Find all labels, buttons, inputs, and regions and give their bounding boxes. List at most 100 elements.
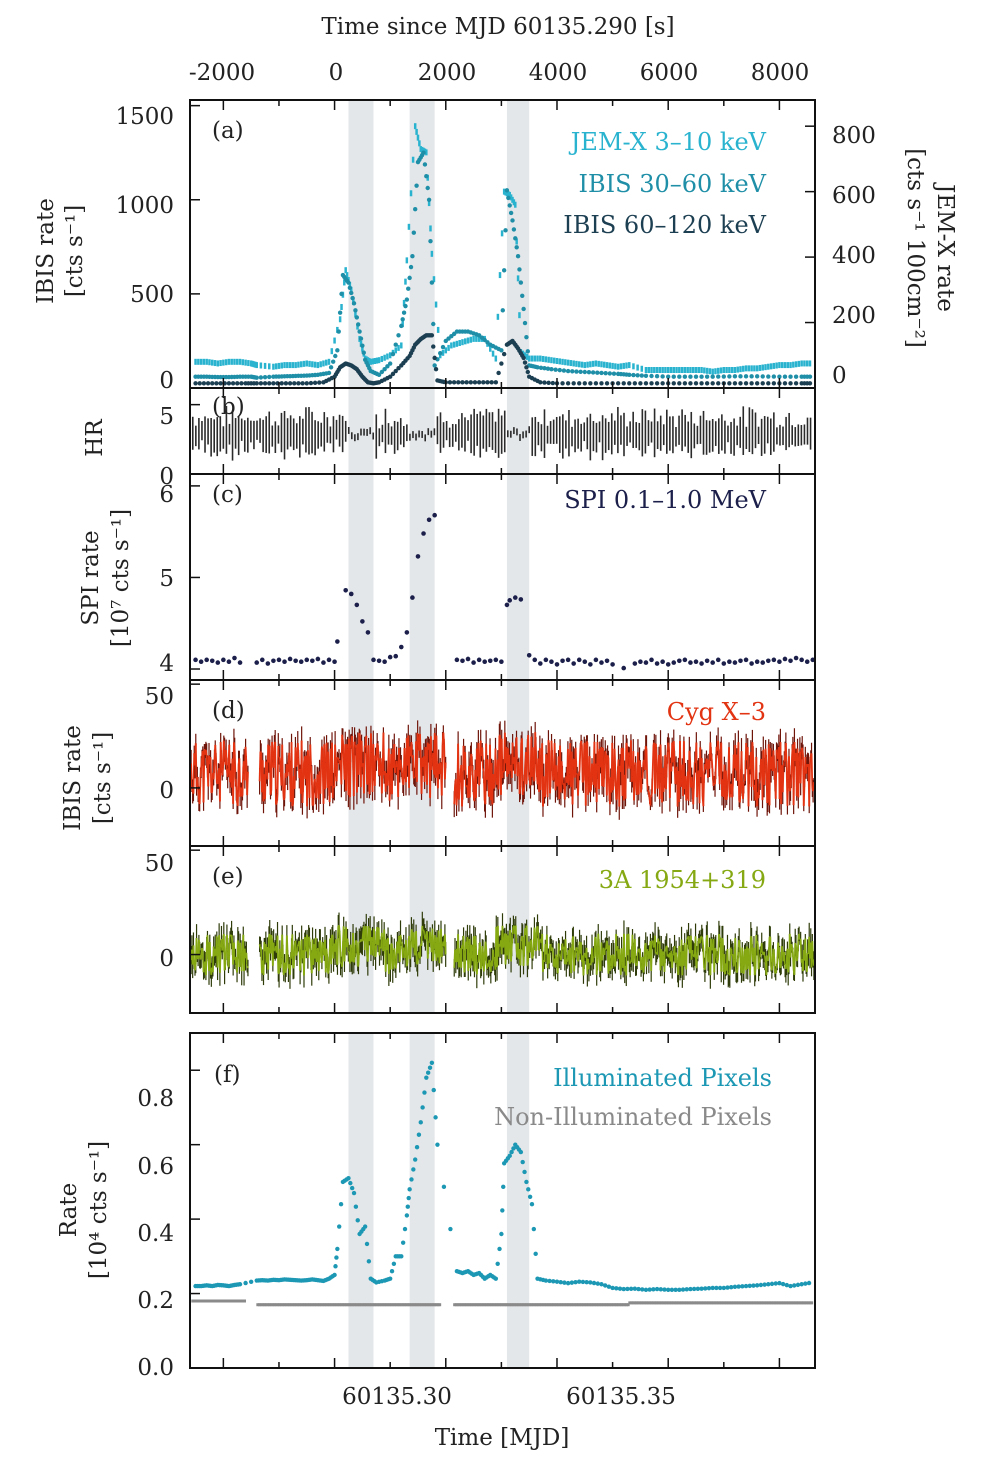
ibis-30-60-point	[438, 350, 443, 356]
src-3a1954-segment	[695, 958, 699, 969]
cyg-x3-segment	[582, 743, 586, 781]
non-illuminated-point	[284, 1303, 288, 1307]
src-3a1954-segment	[639, 954, 642, 970]
ibis-30-60-point	[603, 370, 608, 376]
cyg-x3-segment	[543, 793, 547, 798]
spi-point	[282, 659, 287, 664]
non-illuminated-point	[266, 1303, 270, 1307]
src-3a1954-segment	[718, 933, 721, 937]
cyg-x3-segment	[399, 759, 403, 767]
legend-spi: SPI 0.1–1.0 MeV	[564, 486, 766, 514]
legend-3a1954: 3A 1954+319	[599, 866, 766, 894]
cyg-x3-segment	[578, 748, 582, 771]
ibis-30-60-point	[508, 210, 514, 216]
non-illuminated-point	[259, 1303, 263, 1307]
src-3a1954-segment	[598, 946, 601, 971]
x-tick-label: 60135.35	[566, 1384, 676, 1410]
cyg-x3-segment	[650, 792, 653, 798]
src-3a1954-segment	[519, 941, 523, 966]
cyg-x3-segment	[241, 794, 244, 798]
y-tick-label: 0.6	[137, 1154, 174, 1180]
ibis-60-120-point	[793, 381, 799, 386]
spi-point	[638, 659, 643, 664]
non-illuminated-point	[523, 1303, 527, 1307]
ibis-60-120-point	[432, 355, 437, 361]
non-illuminated-point	[242, 1299, 246, 1303]
non-illuminated-point	[428, 1303, 432, 1307]
cyg-x3-segment	[552, 774, 555, 781]
cyg-x3-segment	[363, 745, 366, 794]
non-illuminated-point	[456, 1303, 460, 1307]
non-illuminated-point	[708, 1301, 712, 1305]
cyg-x3-segment	[688, 750, 692, 761]
non-illuminated-point	[593, 1303, 597, 1307]
illuminated-point	[636, 1286, 641, 1292]
non-illuminated-point	[599, 1303, 603, 1307]
src-3a1954-segment	[791, 952, 795, 971]
non-illuminated-point	[810, 1301, 814, 1305]
y-tick-label: 0.2	[137, 1288, 174, 1314]
non-illuminated-point	[798, 1301, 802, 1305]
src-3a1954-segment	[769, 936, 772, 967]
src-3a1954-segment	[726, 948, 730, 974]
non-illuminated-point	[748, 1301, 752, 1305]
non-illuminated-point	[728, 1301, 732, 1305]
cyg-x3-segment	[625, 742, 628, 748]
illuminated-point	[405, 1204, 410, 1209]
cyg-x3-segment	[264, 761, 268, 772]
cyg-x3-segment	[226, 767, 230, 777]
src-3a1954-segment	[526, 960, 530, 966]
cyg-x3-segment	[233, 742, 236, 751]
non-illuminated-point	[463, 1303, 467, 1307]
legend-ibis-30-60: IBIS 30–60 keV	[579, 170, 767, 198]
ibis-30-60-point	[351, 301, 357, 306]
spi-point	[476, 657, 482, 663]
ibis-30-60-point	[760, 374, 765, 379]
cyg-x3-segment	[775, 749, 779, 753]
cyg-x3-segment	[435, 735, 439, 769]
ibis-60-120-point	[390, 371, 396, 377]
src-3a1954-segment	[365, 926, 368, 955]
spi-point	[565, 657, 571, 663]
cyg-x3-segment	[748, 766, 751, 770]
ibis-60-120-point	[489, 380, 494, 385]
src-3a1954-segment	[533, 927, 537, 942]
spi-point	[749, 661, 754, 666]
illuminated-point	[399, 1254, 404, 1259]
illuminated-point	[409, 1177, 414, 1182]
non-illuminated-point	[469, 1303, 473, 1307]
ibis-30-60-point	[349, 290, 354, 296]
non-illuminated-point	[358, 1303, 362, 1307]
ibis-60-120-point	[538, 380, 543, 385]
ibis-30-60-point	[499, 348, 504, 353]
cyg-x3-segment	[810, 753, 814, 789]
illuminated-point	[418, 1120, 423, 1125]
ibis-30-60-point	[561, 368, 567, 373]
non-illuminated-point	[363, 1303, 367, 1307]
non-illuminated-point	[594, 1303, 598, 1307]
src-3a1954-segment	[201, 947, 204, 952]
src-3a1954-segment	[612, 954, 615, 957]
non-illuminated-point	[521, 1303, 525, 1307]
cyg-x3-segment	[320, 746, 324, 762]
cyg-x3-segment	[351, 735, 354, 762]
spi-point	[343, 587, 348, 593]
non-illuminated-point	[538, 1303, 542, 1307]
cyg-x3-segment	[310, 775, 314, 806]
src-3a1954-segment	[356, 964, 360, 967]
cyg-x3-segment	[259, 751, 262, 754]
src-3a1954-segment	[612, 955, 616, 967]
ibis-30-60-point	[422, 162, 428, 167]
src-3a1954-segment	[629, 961, 632, 964]
src-3a1954-segment	[292, 966, 295, 969]
illuminated-point	[509, 1149, 514, 1155]
src-3a1954-segment	[685, 938, 688, 970]
src-3a1954-segment	[481, 946, 484, 953]
cyg-x3-segment	[649, 797, 653, 806]
ibis-60-120-point	[296, 381, 301, 386]
illuminated-point	[732, 1284, 738, 1290]
src-3a1954-segment	[559, 952, 563, 961]
src-3a1954-segment	[775, 963, 779, 969]
ibis-30-60-point	[426, 197, 432, 202]
ibis-60-120-point	[716, 381, 721, 386]
